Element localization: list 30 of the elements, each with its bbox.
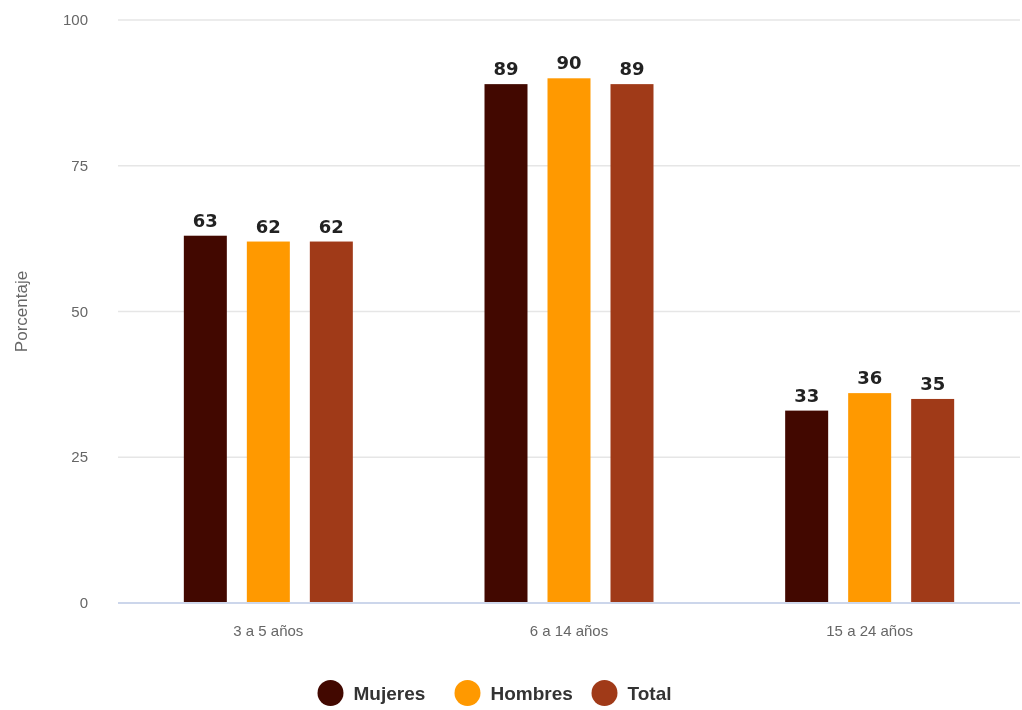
- bar: [610, 84, 654, 603]
- y-tick-label: 25: [71, 448, 88, 466]
- legend-label: Hombres: [490, 683, 573, 704]
- x-tick-label: 3 a 5 años: [233, 622, 304, 639]
- bar: [484, 84, 528, 603]
- y-tick-label: 0: [79, 594, 88, 611]
- x-tick-label: 6 a 14 años: [529, 622, 609, 639]
- x-tick-label: 15 a 24 años: [826, 622, 914, 639]
- legend-label: Total: [627, 683, 672, 704]
- data-label: 63: [192, 209, 218, 231]
- bar: [309, 241, 353, 603]
- y-tick-label: 100: [62, 11, 88, 28]
- data-label: 89: [493, 58, 519, 80]
- bar: [246, 241, 290, 603]
- data-label: 62: [255, 215, 281, 237]
- y-tick-label: 50: [71, 302, 88, 320]
- bar: [785, 410, 829, 603]
- data-label: 35: [920, 372, 946, 394]
- bar: [547, 78, 591, 603]
- y-axis-title: Porcentaje: [12, 270, 31, 353]
- data-label: 90: [556, 52, 582, 74]
- data-label: 33: [794, 384, 820, 406]
- data-label: 89: [619, 58, 645, 80]
- y-tick-label: 75: [71, 156, 88, 174]
- data-label: 36: [857, 367, 883, 389]
- legend-label: Mujeres: [353, 683, 426, 704]
- data-label: 62: [318, 215, 344, 237]
- bar: [183, 235, 227, 603]
- bar: [848, 393, 892, 603]
- bar: [911, 398, 955, 603]
